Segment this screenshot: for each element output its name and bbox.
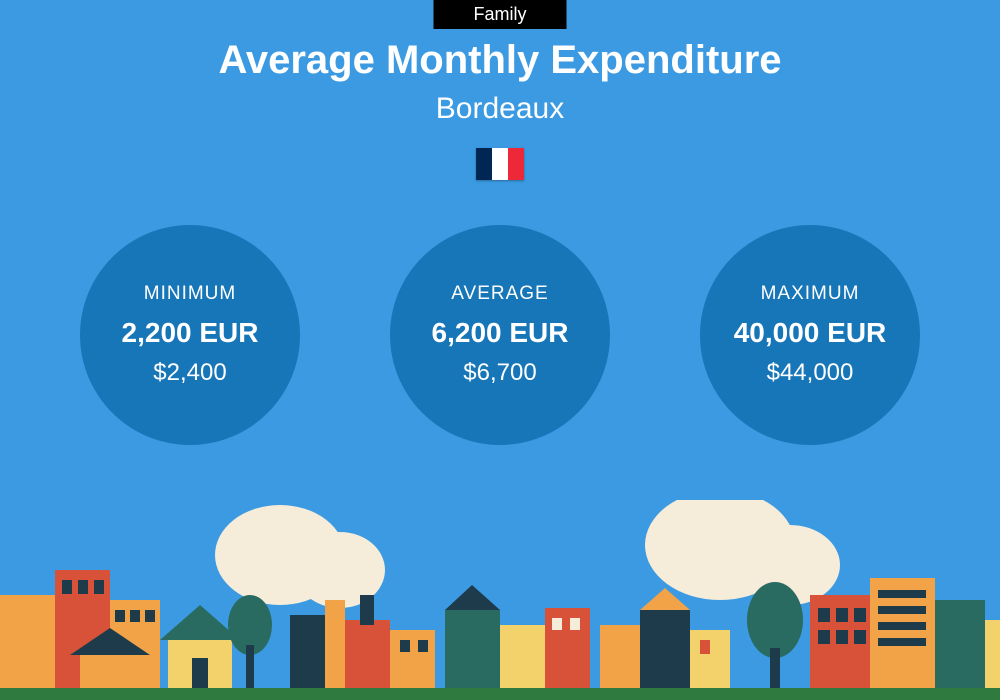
stat-value-sub: $6,700 bbox=[463, 359, 536, 387]
city-illustration bbox=[0, 500, 1000, 700]
flag-stripe-left bbox=[476, 148, 492, 180]
stat-value-main: 6,200 EUR bbox=[432, 317, 569, 349]
stat-value-sub: $44,000 bbox=[767, 359, 854, 387]
stat-label: MAXIMUM bbox=[761, 283, 860, 305]
stat-value-sub: $2,400 bbox=[153, 359, 226, 387]
category-badge: Family bbox=[434, 0, 567, 29]
city-name: Bordeaux bbox=[0, 92, 1000, 126]
flag-icon bbox=[476, 148, 524, 180]
stat-average: AVERAGE 6,200 EUR $6,700 bbox=[390, 225, 610, 445]
stat-value-main: 40,000 EUR bbox=[734, 317, 887, 349]
stat-value-main: 2,200 EUR bbox=[122, 317, 259, 349]
page-title: Average Monthly Expenditure bbox=[0, 38, 1000, 83]
stat-label: AVERAGE bbox=[451, 283, 548, 305]
flag-stripe-right bbox=[508, 148, 524, 180]
stat-label: MINIMUM bbox=[144, 283, 236, 305]
stats-row: MINIMUM 2,200 EUR $2,400 AVERAGE 6,200 E… bbox=[0, 225, 1000, 445]
flag-stripe-mid bbox=[492, 148, 508, 180]
stat-maximum: MAXIMUM 40,000 EUR $44,000 bbox=[700, 225, 920, 445]
stat-minimum: MINIMUM 2,200 EUR $2,400 bbox=[80, 225, 300, 445]
